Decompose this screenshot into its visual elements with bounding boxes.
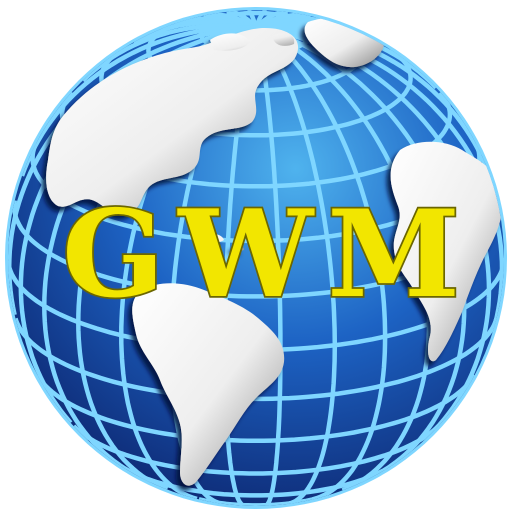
arctic-islands	[210, 33, 295, 51]
grid-line	[13, 317, 499, 402]
caribbean-islands	[204, 233, 244, 251]
grid-line	[198, 496, 317, 506]
grid-line	[123, 466, 389, 498]
grid-line	[35, 373, 477, 444]
north-america	[46, 27, 299, 215]
grid-line	[19, 25, 257, 177]
south-america	[132, 283, 285, 486]
logo-text: GWM	[62, 184, 474, 325]
grid-line	[72, 424, 440, 476]
africa	[390, 141, 504, 362]
continents	[46, 17, 504, 486]
